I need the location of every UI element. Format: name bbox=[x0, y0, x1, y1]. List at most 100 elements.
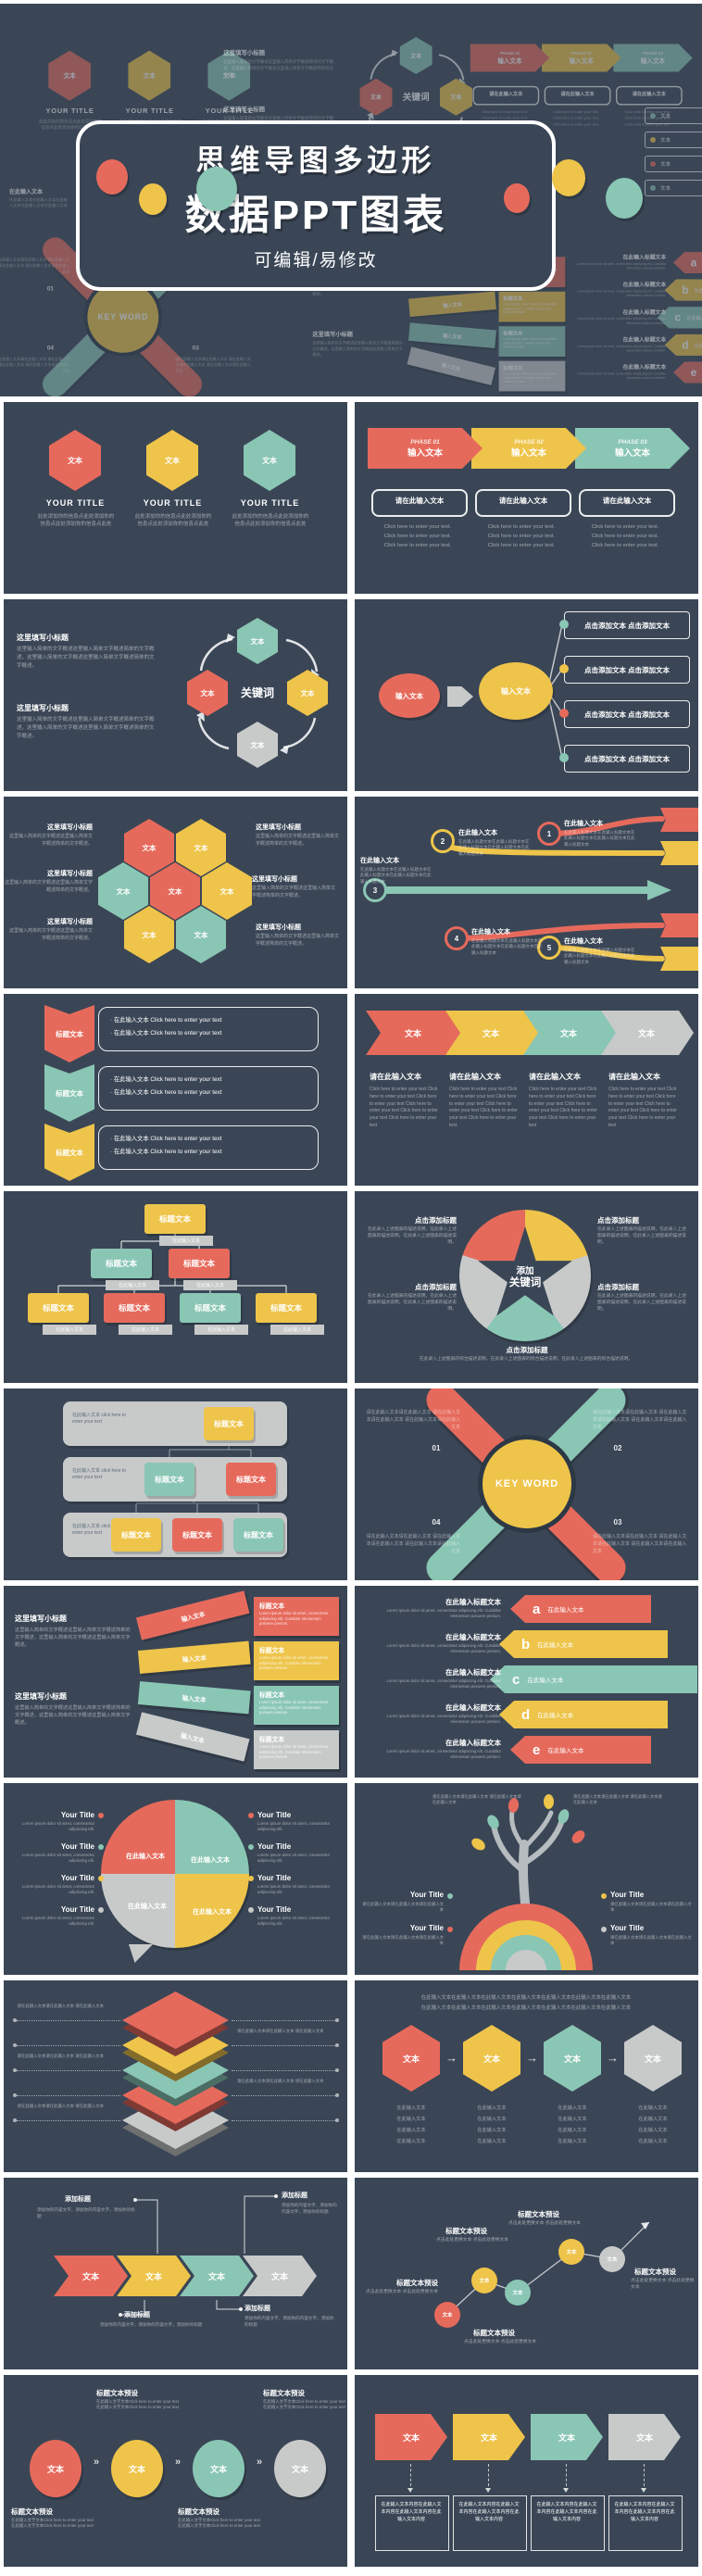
slide-pentagon-boxes[interactable]: 文本 在此输入文本内容在此输入文本内容在此输入文本内容在此输入文本内容 文本 在此输入… bbox=[355, 2375, 698, 2567]
slide-bar-tree[interactable]: 在此输入文本 click here to enter your text 在此输入… bbox=[4, 1389, 347, 1580]
fan-strip: 输入文本 bbox=[135, 1590, 250, 1640]
letter-strip: d 在此输入文本 bbox=[499, 1701, 668, 1728]
keyword-label: 关键词 bbox=[240, 686, 274, 699]
step-dot: 文本 bbox=[471, 2268, 497, 2293]
arm-number: 01 bbox=[432, 1444, 441, 1452]
arm-number: 02 bbox=[613, 1444, 622, 1452]
slide-abcde-arrows[interactable]: a 在此输入文本 在此输入标题文本 Lorem ipsum dolor sit ame… bbox=[355, 1586, 698, 1778]
bullet-dot bbox=[447, 1893, 453, 1899]
item-line: 在此输入文本 bbox=[638, 2117, 668, 2122]
edge-box-label: 文本 bbox=[660, 162, 671, 168]
edge-banner bbox=[660, 913, 698, 937]
node-para: 在此输入标题文本在此输入标题文本在此输入标题文本在此输入标题文本在此输入标题文本 bbox=[458, 839, 530, 856]
step-ellipse: 文本 bbox=[193, 2440, 244, 2497]
click-line: Click here to enter your text. bbox=[591, 524, 659, 530]
slide-numbered-circuit[interactable]: 1 2 3 4 5 在此输入文本 在此输入标题文本在此输入标题文本在此输入标题文本在此输入标… bbox=[355, 797, 698, 988]
cover-montage-cycle: 这里填写小标题 这里输入简单的文字概述这里输入简单文字概述简单的文字概述，这里输入… bbox=[213, 22, 488, 176]
mid-ellipse: 输入文本 bbox=[479, 662, 553, 720]
start-ellipse: 输入文本 bbox=[379, 673, 440, 718]
row-para: Lorem ipsum dolor sit amet, consectetur … bbox=[386, 1608, 501, 1618]
slide-fan-banners[interactable]: 这里填写小标题 这里输入简单的文字概述这里输入简单文字概述简单的文字概述，这里输入… bbox=[4, 1586, 347, 1778]
click-line: Click here to enter your text. bbox=[383, 524, 452, 530]
small-para: 这里输入简单的文字概述这里输入简单文字概述简单的文字概述。 bbox=[256, 834, 340, 847]
org-box: 标题文本 bbox=[91, 1249, 152, 1278]
slide-phase-arrows[interactable]: PHASE 01 输入文本 请在此输入文本 Click here to enter y… bbox=[355, 402, 698, 594]
branch-box: 点击添加文本 点击添加文本 bbox=[564, 656, 690, 684]
slide-ribbon-list[interactable]: 标题文本 · 在此输入文本 Click here to enter your te… bbox=[4, 994, 347, 1186]
row-para: Lorem ipsum dolor sit amet, consectetur … bbox=[386, 1643, 501, 1653]
cover-subtitle: 可编辑/易修改 bbox=[254, 251, 378, 270]
click-line: Click here to enter your text. bbox=[487, 534, 556, 539]
cover-slide[interactable]: 文本 YOUR TITLE 此处添加你的信息点此处添加你的信息点此处添加你的信息点此… bbox=[0, 4, 702, 396]
slide-grid: 文本 YOUR TITLE 此处添加你的信息点此处添加你的信息点此处添加你的信息点此… bbox=[0, 396, 702, 2576]
step-heading: 标题文本预设 bbox=[11, 2507, 53, 2516]
letter-label: b bbox=[521, 1636, 531, 1652]
bullet-dot bbox=[601, 1893, 607, 1899]
slide-hexagon-trio[interactable]: 文本 YOUR TITLE 此处添加你的信息点此处添加你的信息点此处添加你的信息点此… bbox=[4, 402, 347, 594]
dashed-line bbox=[410, 2464, 411, 2486]
small-heading: 这里填写小标题 bbox=[17, 704, 69, 712]
item-heading: Your Title bbox=[257, 1874, 292, 1882]
small-heading: 这里填写小标题 bbox=[312, 331, 354, 338]
small-heading: 这里填写小标题 bbox=[223, 106, 265, 113]
slide-hexagon-flow[interactable]: 在此输入文本在此输入文本在此输入文本在此输入文本在此输入文本在此输入文本在此输入… bbox=[355, 1980, 698, 2172]
leader-dot bbox=[335, 2068, 339, 2072]
phase-box-label: 请在此输入文本 bbox=[395, 496, 445, 505]
col-para: Click here to enter your text Click here… bbox=[449, 1087, 518, 1128]
phase-box: 请在此输入文本 bbox=[475, 489, 571, 517]
slide-org-chart[interactable]: 标题文本 在此输入文本 标题文本 在此输入文本 标题文本 在此输入文本 标题文本 在此输入文本… bbox=[4, 1191, 347, 1383]
phase-tag: PHASE 03 bbox=[618, 438, 647, 446]
slide-rising-dots[interactable]: 文本 文本 文本 文本 文本 标题文本预设 点击此处更换文本 点击此处更换文本 标题文本预设点… bbox=[355, 2178, 698, 2369]
click-line: Click here to enter your text. bbox=[383, 543, 452, 548]
slide-layer-stack[interactable]: 请在此输入文本请在此输入文本 请在此输入文本 请在此输入文本请在此输入文本 请在此… bbox=[4, 1980, 347, 2172]
slide-x-keyword[interactable]: KEY WORD 01 02 03 04 请在此输入文本请在此输入文本 请在此输入文本请在… bbox=[355, 1389, 698, 1580]
slide-chevron-callouts[interactable]: 文本 文本 文本 文本 添加标题 添加你的内容文字，添加你的内容文字，添加你的标题 添加标题… bbox=[4, 2178, 347, 2369]
leader-line bbox=[17, 2020, 120, 2021]
small-heading: 这里填写小标题 bbox=[252, 876, 297, 883]
org-tag: 在此输入文本 bbox=[119, 1325, 172, 1335]
item-line: 在此输入文本 bbox=[396, 2139, 426, 2144]
slide-branch-flow[interactable]: 输入文本 输入文本 点击添加文本 点击添加文本 点击添加文本 点击添加文本 点击添加文本… bbox=[355, 599, 698, 791]
phase-chevron: PHASE 01 输入文本 bbox=[470, 44, 550, 71]
slide-circle-steps[interactable]: 文本» 文本» 文本» 文本 标题文本预设 在此输入文字文本Click here to e… bbox=[4, 2375, 347, 2567]
strip-label: 在此输入文本 bbox=[527, 1678, 564, 1684]
item-heading: Your Title bbox=[409, 1891, 444, 1899]
leader-dot bbox=[335, 2043, 339, 2047]
side-note-heading: 在此输入文本 bbox=[9, 190, 44, 195]
slide-star-pie[interactable]: 添加 关键词 点击添加标题 在此录入上述图表的描述说明，在此录入上述图表的描述说明，在… bbox=[355, 1191, 698, 1383]
pentagon-arrow: 文本 bbox=[608, 2414, 681, 2460]
bullet-dot bbox=[248, 1844, 254, 1850]
arm-number: 03 bbox=[192, 345, 199, 352]
node-para: 在此输入标题文本在此输入标题文本在此输入标题文本在此输入标题文本在此输入标题文本 bbox=[471, 938, 543, 955]
pentagon-arrow: 文本 bbox=[375, 2414, 447, 2460]
slide-leaf-tree[interactable]: Your Title 请在此输入文本请在此输入文本请在此输入文本 Your Titl… bbox=[355, 1783, 698, 1975]
text-box: 在此输入文本内容在此输入文本内容在此输入文本内容在此输入文本内容 bbox=[608, 2495, 683, 2551]
slide-honeycomb[interactable]: 文本 文本 文本 文本 文本 文本 文本 这里填写小标题 这里输入简单的文字概述这里输入简单文字… bbox=[4, 797, 347, 988]
slide-chevron-columns[interactable]: 文本 请在此输入文本 Click here to enter your text C… bbox=[355, 994, 698, 1186]
branch-box: 点击添加文本 点击添加文本 bbox=[564, 745, 690, 773]
step-heading: 标题文本预设 bbox=[178, 2507, 219, 2516]
pie-label-heading: 点击添加标题 bbox=[597, 1283, 639, 1291]
org-box: 标题文本 bbox=[169, 1249, 230, 1278]
click-line: Click here to enter your text. bbox=[553, 122, 600, 128]
leader-line bbox=[232, 2045, 335, 2046]
small-para: 这里输入简单的文字概述这里输入简单文字概述简单的文字概述，这里输入简单的文字概述… bbox=[15, 1627, 131, 1649]
pie-label-para: 在此录入上述图表的描述说明，在此录入上述图表的描述说明，在此录入上述图表的描述说… bbox=[368, 1294, 457, 1313]
phase-tag: PHASE 02 bbox=[570, 51, 592, 57]
item-line: 在此输入文本 bbox=[477, 2105, 507, 2111]
row-heading: 在此输入标题文本 bbox=[622, 281, 667, 288]
dashed-line bbox=[644, 2464, 645, 2486]
node-number: 4 bbox=[445, 926, 469, 950]
slide-cycle-keyword[interactable]: 这里填写小标题 这里输入简单的文字概述这里输入简单文字概述简单的文字概述，这里输入… bbox=[4, 599, 347, 791]
item-para: Lorem ipsum dolor sit amet, consectetur … bbox=[21, 1853, 94, 1863]
corner-text: 请在此输入文本请在此输入文本 请在此输入文本请在此输入文本 请在此输入文本请在此… bbox=[0, 258, 70, 274]
node-number: 1 bbox=[537, 822, 561, 846]
cover-title-card: 思维导图多边形 数据PPT图表 可编辑/易修改 bbox=[76, 120, 556, 291]
step-para: 点击此处更换文本 点击此处更换文本 bbox=[365, 2290, 438, 2294]
ribbon: 标题文本 bbox=[44, 1124, 94, 1181]
node-heading: 在此输入文本 bbox=[564, 821, 603, 827]
layer-text: 请在此输入文本请在此输入文本 请在此输入文本 bbox=[17, 2054, 104, 2058]
connector-lines bbox=[196, 634, 320, 754]
edge-dot bbox=[650, 137, 656, 143]
slide-puzzle-circle[interactable]: 在此输入文本 在此输入文本 在此输入文本 在此输入文本 Your Title Lorem … bbox=[4, 1783, 347, 1975]
